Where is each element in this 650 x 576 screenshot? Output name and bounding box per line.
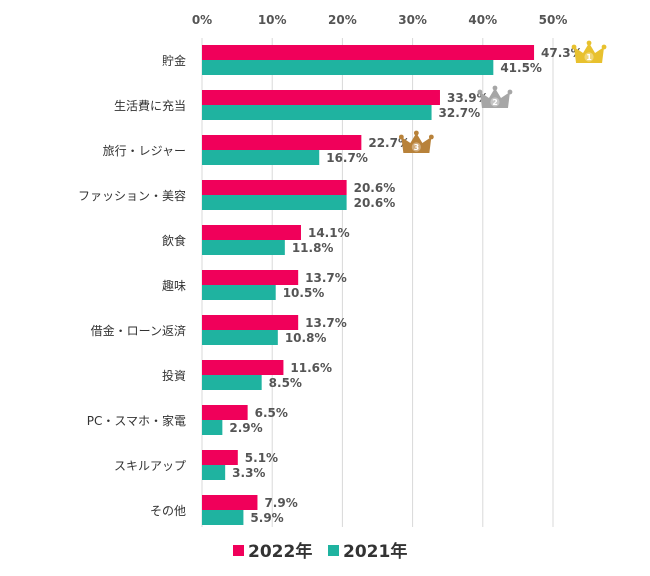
bars (202, 45, 535, 525)
bar-2022 (202, 270, 299, 285)
data-label: 20.6% (354, 196, 396, 210)
bar-2021 (202, 60, 494, 75)
bar-2021 (202, 195, 347, 210)
category-label: 飲食 (162, 233, 186, 248)
bar-2021 (202, 240, 285, 255)
data-label: 47.3% (541, 46, 583, 60)
category-label: PC・スマホ・家電 (87, 413, 186, 428)
crown-shape (479, 88, 510, 108)
data-label: 3.3% (232, 466, 265, 480)
category-label: その他 (150, 504, 186, 518)
bar-2021 (202, 105, 432, 120)
data-label: 11.8% (292, 241, 334, 255)
category-label: ファッション・美容 (78, 188, 186, 203)
crown-rank: 2 (492, 98, 498, 107)
data-label: 11.6% (290, 361, 332, 375)
crown-point (601, 44, 607, 50)
data-label: 20.6% (354, 181, 396, 195)
crown-point (571, 44, 577, 50)
data-label: 10.8% (285, 331, 327, 345)
x-tick-label: 20% (328, 13, 357, 27)
legend: 2022年 2021年 (233, 541, 407, 562)
bar-2021 (202, 465, 226, 480)
crown-point (586, 40, 592, 46)
legend-label-2022: 2022年 (248, 541, 312, 562)
bar-2022 (202, 45, 535, 60)
bar-2022 (202, 360, 284, 375)
category-label: 借金・ローン返済 (91, 323, 186, 338)
bar-2022 (202, 495, 258, 510)
data-label: 10.5% (283, 286, 325, 300)
x-axis-ticks: 0% 10% 20% 30% 40% 50% (192, 13, 568, 27)
bar-2022 (202, 450, 238, 465)
bar-2022 (202, 90, 440, 105)
category-label: 旅行・レジャー (103, 144, 186, 158)
crown-icon: 2 (477, 85, 513, 108)
category-label: スキルアップ (114, 459, 186, 473)
bar-2021 (202, 510, 244, 525)
bar-2021 (202, 330, 278, 345)
bar-2022 (202, 135, 362, 150)
crown-point (413, 130, 419, 136)
data-label: 13.7% (305, 271, 347, 285)
data-label: 22.7% (368, 136, 410, 150)
crown-icon: 1 (571, 40, 607, 63)
bar-2022 (202, 225, 301, 240)
crown-icon: 3 (398, 130, 434, 153)
bar-2022 (202, 180, 347, 195)
bar-2021 (202, 285, 276, 300)
crown-gem (584, 52, 594, 62)
crown-shape (401, 133, 432, 153)
category-label: 生活費に充当 (114, 98, 186, 113)
x-tick-label: 0% (192, 13, 212, 27)
data-label: 41.5% (500, 61, 542, 75)
category-label: 投資 (162, 368, 186, 383)
crown-point (492, 85, 498, 91)
x-tick-label: 30% (398, 13, 427, 27)
data-label: 5.1% (245, 451, 278, 465)
data-label: 7.9% (264, 496, 297, 510)
crown-rank: 1 (586, 53, 592, 62)
x-tick-label: 40% (468, 13, 497, 27)
data-label: 5.9% (250, 511, 283, 525)
crown-point (428, 134, 434, 140)
crown-point (398, 134, 404, 140)
crown-gem (411, 142, 421, 152)
data-label: 2.9% (229, 421, 262, 435)
data-label: 33.9% (447, 91, 489, 105)
bar-2022 (202, 315, 299, 330)
bar-2022 (202, 405, 248, 420)
crown-gem (490, 97, 500, 107)
category-label: 貯金 (162, 53, 186, 68)
data-label: 13.7% (305, 316, 347, 330)
data-label: 14.1% (308, 226, 350, 240)
crown-shape (574, 43, 605, 63)
x-tick-label: 10% (258, 13, 287, 27)
x-tick-label: 50% (539, 13, 568, 27)
data-label: 8.5% (269, 376, 302, 390)
bar-2021 (202, 150, 320, 165)
data-label: 16.7% (326, 151, 368, 165)
crown-point (507, 89, 513, 95)
bar-2021 (202, 375, 262, 390)
legend-label-2021: 2021年 (343, 541, 407, 562)
data-label: 6.5% (255, 406, 288, 420)
data-labels: 47.3%41.5% 33.9%32.7% 22.7%16.7% 20.6%20.6%… (229, 46, 582, 525)
legend-swatch-2021 (328, 545, 339, 556)
crown-point (477, 89, 483, 95)
data-label: 32.7% (439, 106, 481, 120)
crown-rank: 3 (414, 143, 420, 152)
legend-swatch-2022 (233, 545, 244, 556)
category-label: 趣味 (162, 278, 186, 293)
bar-2021 (202, 420, 223, 435)
rank-badges: 1 2 3 (398, 40, 607, 153)
